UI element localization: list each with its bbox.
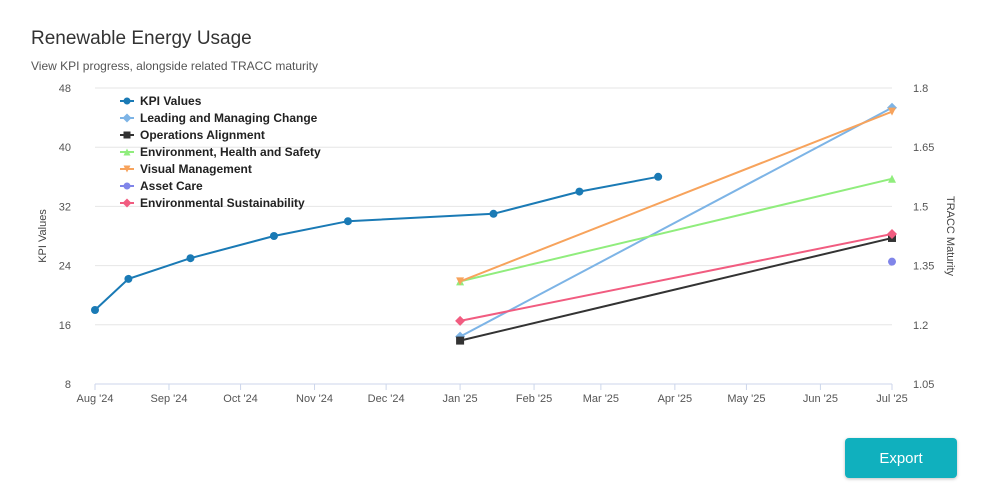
legend-label: Environmental Sustainability [140, 196, 305, 210]
series-line [459, 106, 893, 338]
series-1 [455, 102, 897, 342]
x-tick-label: Nov '24 [296, 393, 333, 405]
legend-marker [123, 148, 131, 156]
x-tick-label: Jan '25 [443, 393, 478, 405]
y-left-tick-label: 16 [59, 320, 71, 332]
chart-title: Renewable Energy Usage [31, 28, 252, 49]
y-right-tick-label: 1.65 [913, 142, 934, 154]
series-4 [456, 107, 896, 286]
legend-label: KPI Values [140, 94, 202, 108]
data-point [887, 229, 897, 240]
y-axis-left-title: KPI Values [37, 209, 49, 263]
data-point [888, 257, 896, 266]
series-line [459, 110, 893, 283]
x-tick-label: Mar '25 [583, 393, 619, 405]
legend-marker [122, 113, 132, 123]
legend-item: KPI Values [120, 94, 202, 108]
legend-label: Asset Care [140, 179, 203, 193]
y-right-tick-label: 1.35 [913, 261, 934, 273]
y-left-tick-label: 24 [59, 261, 71, 273]
x-tick-label: Sep '24 [150, 393, 187, 405]
legend-item: Asset Care [120, 179, 203, 193]
legend-label: Operations Alignment [140, 128, 265, 142]
legend-marker [122, 198, 132, 208]
x-tick-label: Feb '25 [516, 393, 552, 405]
series-6 [455, 229, 897, 326]
legend-item: Environment, Health and Safety [120, 145, 321, 159]
legend-marker [123, 97, 131, 105]
y-left-tick-label: 8 [65, 379, 71, 391]
series-5 [888, 257, 896, 266]
export-button[interactable]: Export [845, 438, 957, 478]
legend-marker [123, 165, 131, 173]
legend-label: Visual Management [140, 162, 252, 176]
data-point [91, 306, 99, 314]
data-point [888, 107, 896, 116]
data-point [343, 217, 352, 226]
series-layer [91, 102, 897, 345]
x-tick-label: Jun '25 [803, 393, 838, 405]
legend-item: Visual Management [120, 162, 252, 176]
x-tick-label: Jul '25 [876, 393, 907, 405]
data-point [455, 315, 466, 326]
data-point [456, 277, 465, 286]
y-right-tick-label: 1.2 [913, 320, 928, 332]
legend-item: Operations Alignment [120, 128, 265, 142]
y-right-tick-label: 1.05 [913, 379, 934, 391]
legend-marker [123, 182, 131, 190]
x-tick-label: Oct '24 [223, 393, 258, 405]
legend-label: Leading and Managing Change [140, 111, 318, 125]
line-chart: 8 16 24 32 40 48 1.05 1.2 1.35 1.5 1.65 1.8 Aug '24 S… [37, 83, 956, 405]
data-point [124, 274, 133, 283]
data-point [269, 232, 278, 240]
series-line [459, 177, 893, 283]
series-line [459, 237, 893, 342]
data-point [489, 209, 498, 218]
y-left-tick-label: 40 [59, 142, 71, 154]
data-point [186, 254, 195, 263]
data-point [575, 187, 584, 196]
axis-ticks: 8 16 24 32 40 48 1.05 1.2 1.35 1.5 1.65 1.8 Aug '24 S… [59, 83, 935, 405]
x-tick-label: May '25 [727, 393, 765, 405]
legend-marker [123, 131, 131, 139]
legend-item: Leading and Managing Change [120, 111, 318, 125]
y-left-tick-label: 32 [59, 201, 71, 213]
series-2 [456, 233, 896, 345]
x-tick-label: Apr '25 [658, 393, 693, 405]
series-0 [91, 172, 663, 314]
x-tick-label: Aug '24 [77, 393, 114, 405]
y-right-tick-label: 1.8 [913, 83, 928, 95]
series-line [459, 233, 893, 322]
chart-subtitle: View KPI progress, alongside related TRA… [31, 59, 319, 73]
y-axis-right-title: TRACC Maturity [944, 196, 956, 277]
grid-lines [95, 87, 892, 385]
legend: KPI Values Leading and Managing Change Ope… [120, 94, 321, 210]
data-point [456, 336, 465, 345]
series-3 [456, 174, 896, 286]
x-tick-label: Dec '24 [368, 393, 405, 405]
data-point [888, 174, 896, 183]
data-point [654, 172, 663, 181]
y-left-tick-label: 48 [59, 83, 71, 95]
legend-item: Environmental Sustainability [120, 196, 305, 210]
y-right-tick-label: 1.5 [913, 201, 928, 213]
legend-label: Environment, Health and Safety [140, 145, 321, 159]
series-line [94, 175, 659, 311]
